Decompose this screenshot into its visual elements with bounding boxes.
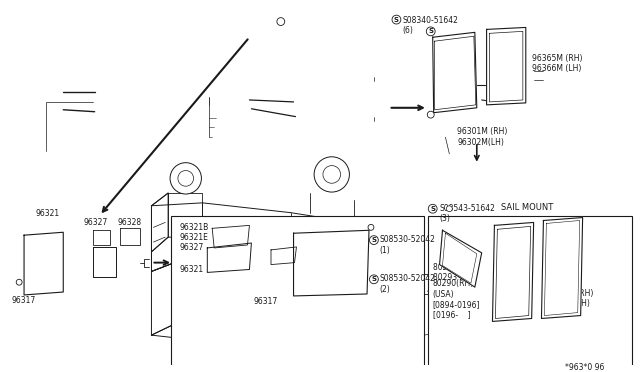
Text: 96317: 96317 <box>12 296 36 305</box>
Text: 96301M (RH)
96302M(LH): 96301M (RH) 96302M(LH) <box>457 127 508 147</box>
Polygon shape <box>202 44 291 113</box>
Text: S08530-52042
(1): S08530-52042 (1) <box>380 235 436 254</box>
Text: 96328: 96328 <box>117 218 141 227</box>
Text: S: S <box>430 206 435 212</box>
Polygon shape <box>152 20 291 54</box>
Text: 96327: 96327 <box>180 243 204 252</box>
Text: S: S <box>428 28 433 34</box>
Polygon shape <box>433 32 477 113</box>
Polygon shape <box>492 222 534 321</box>
Circle shape <box>428 204 437 213</box>
Circle shape <box>447 206 452 212</box>
Text: S08543-51642
(3): S08543-51642 (3) <box>440 204 495 223</box>
Text: S: S <box>371 237 376 243</box>
Polygon shape <box>384 54 398 118</box>
Polygon shape <box>291 44 384 93</box>
Polygon shape <box>93 247 116 277</box>
Polygon shape <box>93 230 110 245</box>
Text: 96321B: 96321B <box>180 224 209 232</box>
Circle shape <box>314 157 349 192</box>
Circle shape <box>368 224 374 230</box>
Text: S08530-52042
(2): S08530-52042 (2) <box>380 275 436 294</box>
Bar <box>171 216 424 368</box>
Circle shape <box>178 170 193 186</box>
Polygon shape <box>152 93 202 127</box>
Circle shape <box>369 275 378 284</box>
Polygon shape <box>294 230 369 296</box>
Text: 96317: 96317 <box>253 297 278 306</box>
Text: 80290(RH)
(USA)
[0894-0196]
[0196-    ]: 80290(RH) (USA) [0894-0196] [0196- ] <box>433 279 480 320</box>
Text: S: S <box>371 276 376 282</box>
Circle shape <box>428 111 434 118</box>
Text: 80292 (RH)
80293 (LH): 80292 (RH) 80293 (LH) <box>433 263 476 282</box>
Circle shape <box>369 236 378 244</box>
Text: 96321: 96321 <box>36 209 60 218</box>
Circle shape <box>170 163 202 194</box>
Text: SAIL MOUNT: SAIL MOUNT <box>501 203 554 212</box>
Polygon shape <box>152 29 202 113</box>
Text: 96301M (RH)
96302M(LH): 96301M (RH) 96302M(LH) <box>543 289 594 308</box>
Polygon shape <box>120 228 140 245</box>
Text: *963*0 96: *963*0 96 <box>565 363 604 372</box>
Circle shape <box>277 17 285 25</box>
Circle shape <box>323 166 340 183</box>
Text: 96365M (RH)
96366M (LH): 96365M (RH) 96366M (LH) <box>532 54 582 73</box>
Polygon shape <box>440 230 482 287</box>
Text: S08340-51642
(6): S08340-51642 (6) <box>403 16 458 35</box>
Polygon shape <box>212 225 250 248</box>
Bar <box>428 216 632 368</box>
Text: 96321: 96321 <box>180 264 204 273</box>
Polygon shape <box>207 243 252 272</box>
Text: S: S <box>394 17 399 23</box>
Polygon shape <box>271 247 296 264</box>
Circle shape <box>392 15 401 24</box>
Text: 96327: 96327 <box>84 218 108 227</box>
Polygon shape <box>24 232 63 295</box>
Polygon shape <box>486 28 526 105</box>
Circle shape <box>426 27 435 36</box>
Polygon shape <box>541 218 582 318</box>
Circle shape <box>16 279 22 285</box>
Text: 96321E: 96321E <box>180 233 209 242</box>
